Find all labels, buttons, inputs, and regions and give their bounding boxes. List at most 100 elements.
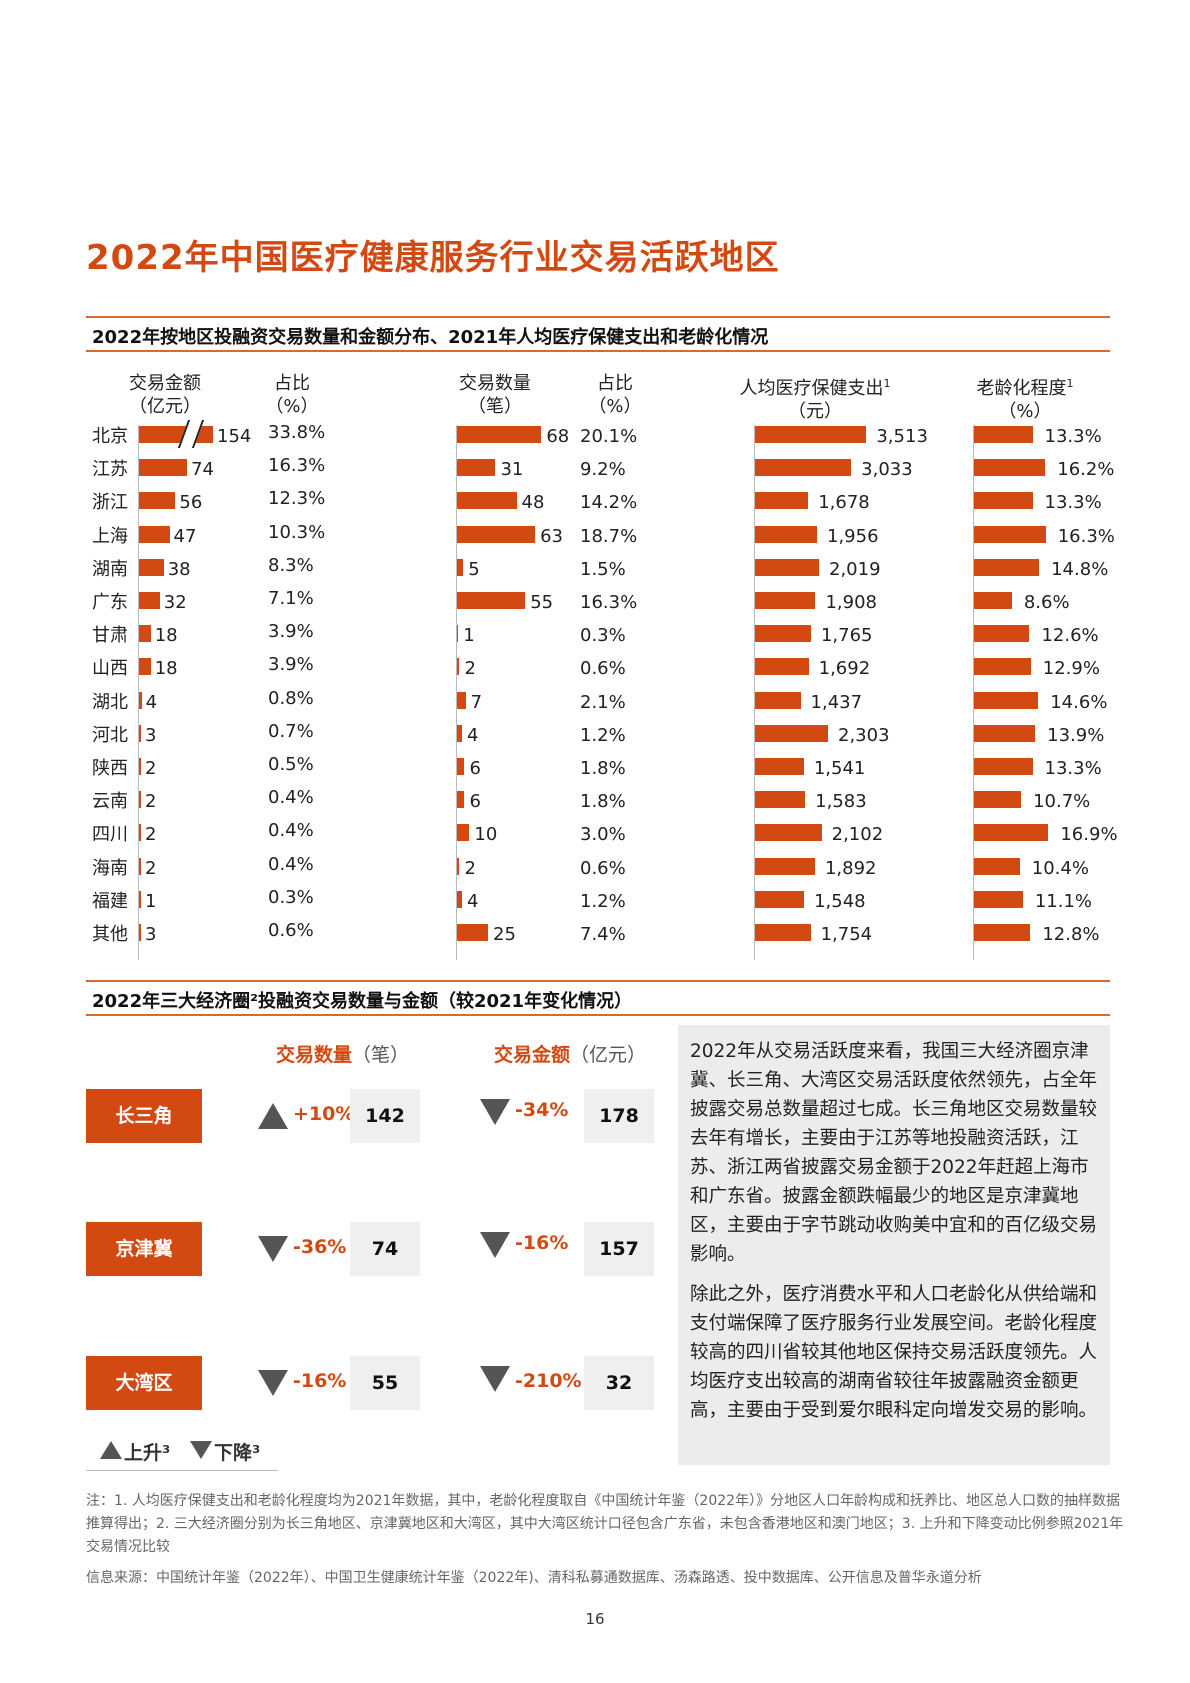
count-value: 55 bbox=[530, 592, 554, 613]
spend-value: 1,908 bbox=[825, 592, 877, 613]
count-bar bbox=[457, 890, 462, 908]
count-bar bbox=[457, 492, 517, 510]
count-value: 4 bbox=[466, 890, 479, 912]
aging-value: 12.8% bbox=[1042, 924, 1100, 945]
amount-bar bbox=[139, 724, 141, 742]
region-label: 其他 bbox=[92, 924, 128, 945]
amount-bar bbox=[139, 592, 160, 609]
header-count: 交易数量 （笔） bbox=[459, 373, 531, 417]
amount-value: 2 bbox=[145, 824, 157, 846]
amount-value: 154 bbox=[217, 426, 252, 447]
spend-bar bbox=[755, 558, 819, 576]
count-value: 4 bbox=[466, 724, 479, 746]
count-change: +10% bbox=[293, 1103, 355, 1125]
amount-share: 0.4% bbox=[268, 787, 314, 809]
spend-value: 3,513 bbox=[876, 426, 928, 447]
count-bar bbox=[457, 658, 460, 676]
count-bar bbox=[457, 824, 470, 842]
spend-value: 1,541 bbox=[813, 758, 866, 779]
region-label: 海南 bbox=[92, 857, 128, 879]
count-share: 0.3% bbox=[580, 625, 626, 647]
count-change: -16% bbox=[293, 1370, 347, 1392]
commentary-paragraph-1: 2022年从交易活跃度来看，我国三大经济圈京津冀、长三角、大湾区交易活跃度依然领… bbox=[690, 1041, 1098, 1265]
col-count-header: 交易数量（笔） bbox=[276, 1044, 410, 1066]
amount-share: 3.9% bbox=[268, 621, 314, 643]
region-name-badge: 长三角 bbox=[86, 1089, 202, 1143]
aging-bar bbox=[974, 525, 1046, 543]
region-label: 湖南 bbox=[92, 558, 128, 580]
region-label: 陕西 bbox=[92, 758, 128, 779]
spend-value: 1,548 bbox=[814, 890, 866, 912]
amount-bar bbox=[139, 791, 141, 809]
spend-bar bbox=[755, 924, 811, 941]
amount-value: 74 bbox=[191, 459, 214, 481]
aging-bar bbox=[974, 824, 1049, 842]
amount-bar bbox=[139, 558, 164, 576]
amount-share: 0.4% bbox=[268, 853, 314, 875]
aging-value: 12.6% bbox=[1041, 625, 1099, 647]
aging-bar bbox=[974, 459, 1046, 477]
aging-bar bbox=[974, 492, 1033, 510]
count-bar bbox=[457, 791, 465, 809]
aging-bar bbox=[974, 658, 1031, 676]
region-label: 四川 bbox=[92, 824, 128, 846]
aging-value: 14.8% bbox=[1051, 558, 1109, 580]
count-bar bbox=[457, 924, 488, 941]
count-bar bbox=[457, 459, 496, 477]
aging-value: 16.9% bbox=[1060, 824, 1118, 846]
amount-share: 16.3% bbox=[268, 455, 326, 477]
aging-value: 16.3% bbox=[1057, 525, 1115, 547]
spend-value: 2,019 bbox=[829, 558, 881, 580]
aging-bar bbox=[974, 924, 1031, 941]
header-count-pct: 占比 （%） bbox=[588, 373, 642, 417]
region-label: 山西 bbox=[92, 658, 128, 680]
amount-bar bbox=[139, 824, 141, 842]
aging-value: 8.6% bbox=[1023, 592, 1070, 613]
count-share: 1.8% bbox=[580, 791, 626, 813]
count-share: 7.4% bbox=[580, 924, 626, 945]
down-triangle-icon bbox=[480, 1366, 510, 1392]
amount-share: 0.8% bbox=[268, 687, 314, 709]
section1-title: 2022年按地区投融资交易数量和金额分布、2021年人均医疗保健支出和老龄化情况 bbox=[92, 327, 769, 348]
count-value: 63 bbox=[540, 525, 564, 547]
count-value: 10 bbox=[474, 824, 498, 846]
up-triangle-icon bbox=[100, 1441, 122, 1459]
count-value: 2 bbox=[464, 658, 476, 680]
count-bar bbox=[457, 724, 462, 742]
legend-up-label: 上升³ bbox=[124, 1442, 171, 1464]
aging-bar bbox=[974, 758, 1033, 775]
count-value: 25 bbox=[493, 924, 516, 945]
amount-value-box: 178 bbox=[584, 1089, 654, 1143]
aging-value: 11.1% bbox=[1034, 890, 1093, 912]
aging-bar bbox=[974, 791, 1022, 809]
amount-value: 32 bbox=[163, 592, 187, 613]
down-triangle-icon bbox=[480, 1232, 510, 1258]
region-label: 上海 bbox=[92, 525, 128, 547]
aging-bar bbox=[974, 691, 1039, 709]
amount-share: 0.5% bbox=[268, 754, 314, 775]
count-value-box: 142 bbox=[350, 1089, 420, 1143]
count-share: 14.2% bbox=[580, 492, 638, 514]
spend-value: 1,692 bbox=[818, 658, 871, 680]
amount-share: 8.3% bbox=[268, 554, 314, 576]
amount-share: 3.9% bbox=[268, 654, 314, 676]
spend-bar bbox=[755, 724, 828, 742]
count-share: 18.7% bbox=[580, 525, 638, 547]
spend-bar bbox=[755, 758, 804, 775]
aging-bar bbox=[974, 558, 1040, 576]
change-legend: 上升³ 下降³ bbox=[86, 1432, 278, 1471]
region-label: 云南 bbox=[92, 791, 128, 813]
amount-change: -16% bbox=[515, 1232, 569, 1254]
region-label: 甘肃 bbox=[92, 625, 128, 647]
amount-value-box: 157 bbox=[584, 1222, 654, 1276]
amount-value: 2 bbox=[145, 758, 157, 779]
spend-value: 1,583 bbox=[815, 791, 867, 813]
region-label: 河北 bbox=[92, 724, 128, 746]
commentary-paragraph-2: 除此之外，医疗消费水平和人口老龄化从供给端和支付端保障了医疗服务行业发展空间。老… bbox=[690, 1284, 1098, 1421]
amount-value: 2 bbox=[145, 857, 157, 879]
region-label: 浙江 bbox=[92, 492, 128, 514]
count-change: -36% bbox=[293, 1236, 347, 1258]
amount-bar bbox=[139, 492, 176, 510]
section1-header: 2022年按地区投融资交易数量和金额分布、2021年人均医疗保健支出和老龄化情况 bbox=[86, 316, 1110, 352]
count-value: 68 bbox=[546, 426, 570, 447]
